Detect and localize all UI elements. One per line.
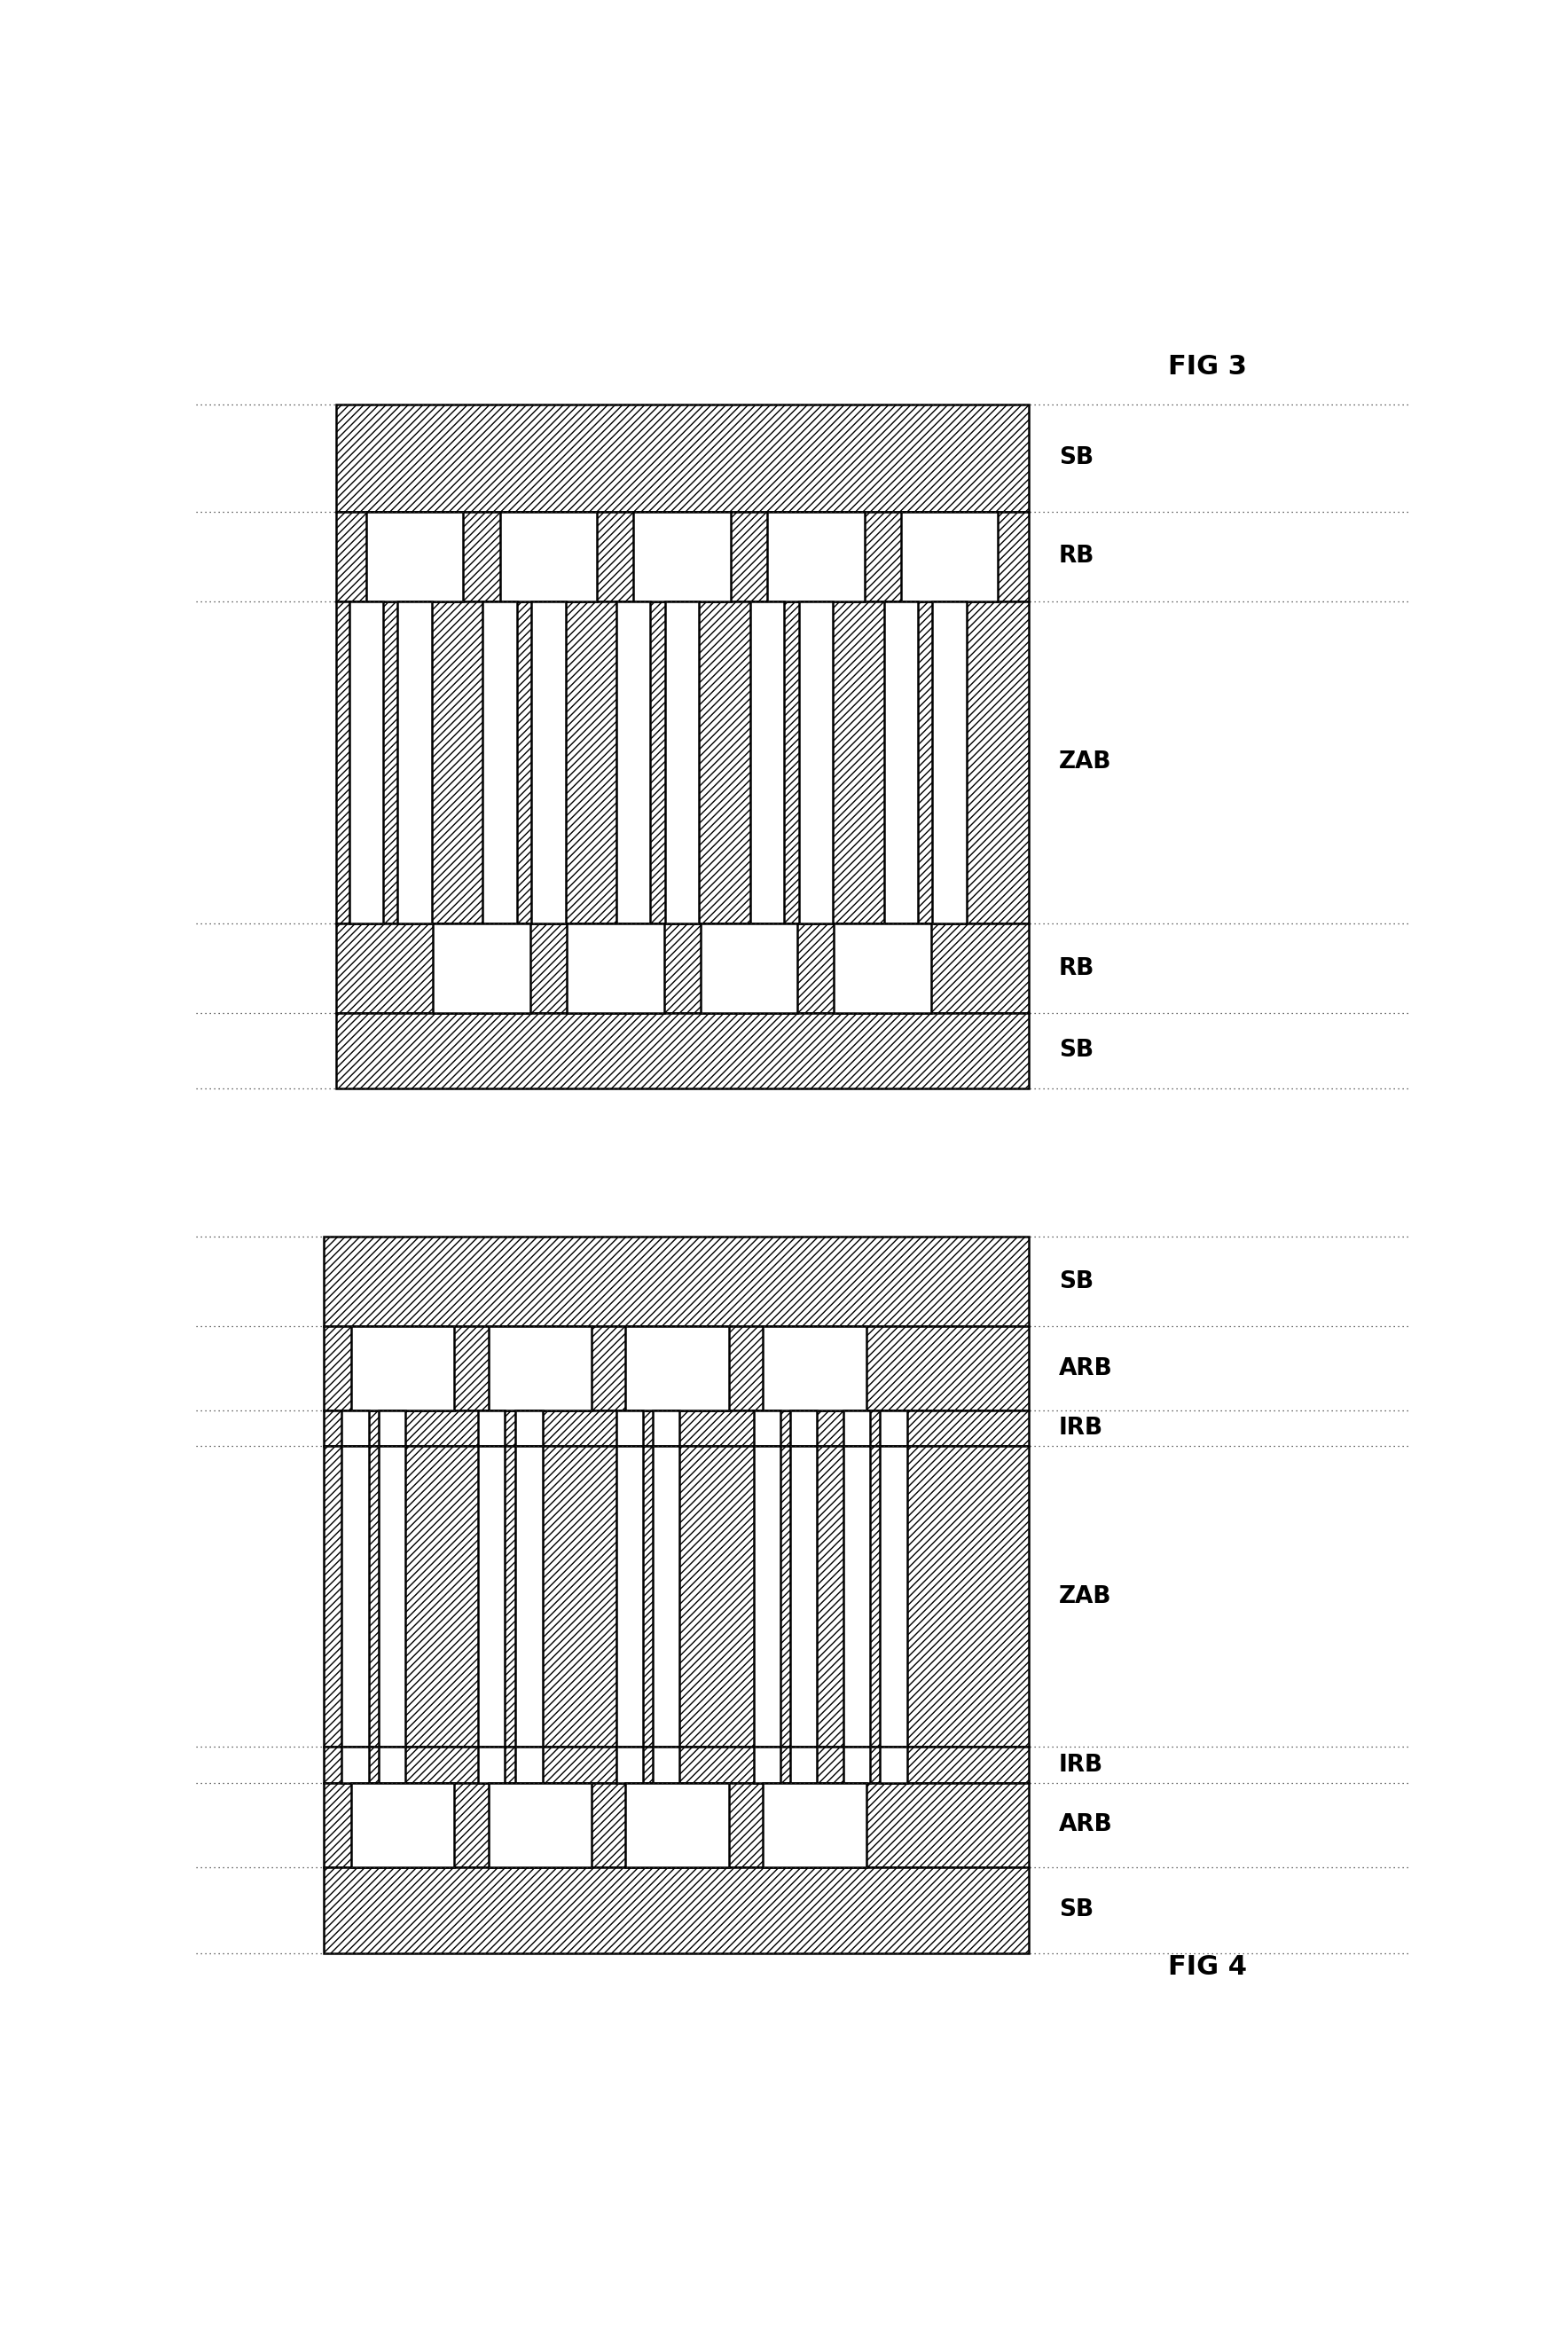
Text: RB: RB	[1058, 544, 1094, 567]
Bar	[790, 1446, 817, 1746]
Bar	[378, 1446, 405, 1746]
Text: ARB: ARB	[1058, 1814, 1113, 1837]
Bar	[351, 1325, 455, 1411]
Bar	[626, 1783, 729, 1867]
Bar	[433, 923, 530, 1014]
Bar	[323, 1237, 1029, 1325]
Bar	[880, 1746, 906, 1783]
Bar	[323, 1746, 1029, 1783]
Bar	[342, 1746, 368, 1783]
Bar	[844, 1746, 870, 1783]
Text: RB: RB	[1058, 956, 1094, 979]
Bar	[342, 1446, 368, 1746]
Bar	[754, 1446, 781, 1746]
Text: FIG 3: FIG 3	[1168, 353, 1247, 379]
Bar	[652, 1411, 679, 1446]
Text: SB: SB	[1058, 1900, 1093, 1920]
Text: IRB: IRB	[1058, 1753, 1104, 1776]
Bar	[880, 1446, 906, 1746]
Bar	[701, 923, 798, 1014]
Bar	[790, 1411, 817, 1446]
Bar	[616, 1746, 643, 1783]
Bar	[478, 1411, 505, 1446]
Bar	[336, 923, 1029, 1014]
Bar	[336, 602, 1029, 923]
Bar	[398, 602, 431, 923]
Bar	[844, 1411, 870, 1446]
Bar	[834, 923, 931, 1014]
Bar	[378, 1746, 405, 1783]
Bar	[933, 602, 966, 923]
Bar	[488, 1325, 591, 1411]
Bar	[616, 1446, 643, 1746]
Text: SB: SB	[1058, 1039, 1093, 1063]
Bar	[516, 1746, 543, 1783]
Bar	[478, 1446, 505, 1746]
Text: ARB: ARB	[1058, 1358, 1113, 1381]
Bar	[336, 1014, 1029, 1088]
Bar	[488, 1783, 591, 1867]
Bar	[351, 1783, 455, 1867]
Bar	[616, 602, 651, 923]
Bar	[350, 602, 383, 923]
Bar	[798, 602, 833, 923]
Bar	[767, 512, 864, 602]
Bar	[754, 1411, 781, 1446]
Bar	[652, 1446, 679, 1746]
Text: ZAB: ZAB	[1058, 751, 1112, 774]
Bar	[754, 1746, 781, 1783]
Text: IRB: IRB	[1058, 1416, 1104, 1439]
Bar	[750, 602, 784, 923]
Bar	[616, 1411, 643, 1446]
Bar	[764, 1783, 866, 1867]
Bar	[323, 1325, 1029, 1411]
Bar	[336, 512, 1029, 602]
Bar	[483, 602, 517, 923]
Text: SB: SB	[1058, 1269, 1093, 1293]
Bar	[626, 1325, 729, 1411]
Bar	[884, 602, 917, 923]
Bar	[516, 1411, 543, 1446]
Bar	[566, 923, 663, 1014]
Bar	[323, 1867, 1029, 1953]
Bar	[323, 1446, 1029, 1746]
Text: ZAB: ZAB	[1058, 1586, 1112, 1609]
Bar	[367, 512, 464, 602]
Bar	[532, 602, 566, 923]
Bar	[378, 1411, 405, 1446]
Bar	[500, 512, 597, 602]
Bar	[323, 1783, 1029, 1867]
Bar	[790, 1746, 817, 1783]
Bar	[633, 512, 731, 602]
Bar	[478, 1746, 505, 1783]
Text: FIG 4: FIG 4	[1168, 1953, 1247, 1981]
Bar	[342, 1411, 368, 1446]
Bar	[652, 1746, 679, 1783]
Bar	[336, 405, 1029, 512]
Bar	[516, 1446, 543, 1746]
Text: SB: SB	[1058, 446, 1093, 470]
Bar	[900, 512, 999, 602]
Bar	[880, 1411, 906, 1446]
Bar	[665, 602, 699, 923]
Bar	[764, 1325, 866, 1411]
Bar	[323, 1411, 1029, 1446]
Bar	[844, 1446, 870, 1746]
